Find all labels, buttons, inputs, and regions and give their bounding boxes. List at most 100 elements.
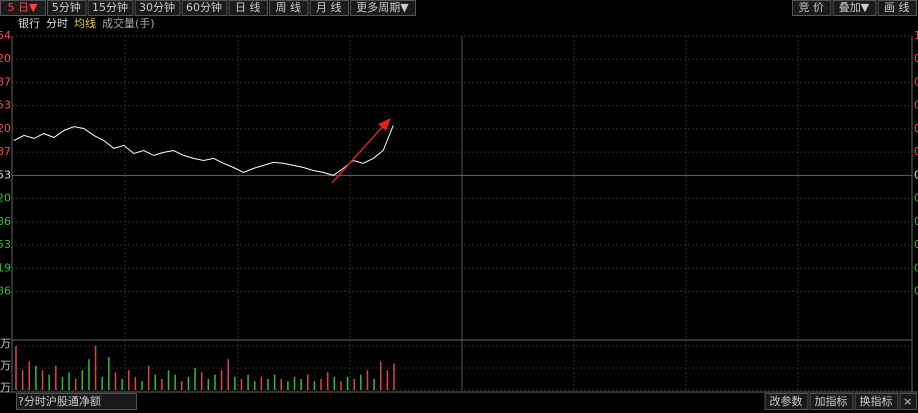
- y2-tick-label: 1: [914, 29, 918, 42]
- volume-bar: [267, 378, 269, 390]
- toolbar-button-label: 画 线: [884, 0, 910, 14]
- toolbar-button[interactable]: [134, 0, 181, 16]
- volume-bar: [141, 381, 143, 390]
- volume-bar: [214, 374, 216, 390]
- volume-tick-label: 万: [0, 337, 11, 350]
- toolbar-button[interactable]: [832, 0, 877, 16]
- volume-bar: [379, 361, 382, 390]
- toolbar-button-label: 30分钟: [139, 0, 175, 14]
- volume-bar: [61, 376, 64, 390]
- footer-button[interactable]: [899, 393, 917, 410]
- y2-tick-label: 0: [914, 168, 918, 181]
- volume-bar: [393, 363, 395, 390]
- y2-tick-label: 0: [914, 145, 918, 158]
- volume-tick-label: 万: [0, 381, 11, 394]
- volume-bar: [227, 359, 229, 390]
- volume-bar: [21, 370, 24, 390]
- volume-bar: [386, 370, 389, 390]
- volume-bar: [273, 374, 276, 390]
- toolbar-button[interactable]: [269, 0, 309, 16]
- volume-bar: [94, 345, 97, 390]
- y2-tick-label: 0: [914, 215, 918, 228]
- volume-bar: [220, 370, 223, 390]
- volume-bar: [326, 372, 329, 390]
- y-tick-label: 87: [0, 75, 11, 88]
- toolbar-button-label: 5 日▼: [8, 1, 38, 14]
- volume-bar: [200, 372, 203, 390]
- volume-bar: [48, 374, 50, 390]
- y-tick-label: 87: [0, 145, 11, 158]
- toolbar-button[interactable]: [87, 0, 134, 16]
- volume-bar: [207, 378, 210, 390]
- toolbar-button[interactable]: [309, 0, 349, 16]
- volume-bar: [88, 359, 90, 390]
- footer-button[interactable]: [809, 393, 854, 410]
- volume-bar: [187, 376, 190, 390]
- toolbar-button[interactable]: [0, 0, 46, 16]
- y-tick-label: 53: [0, 238, 11, 251]
- toolbar-button-label: 5分钟: [52, 0, 81, 14]
- footer-button[interactable]: [764, 393, 809, 410]
- annotation-arrow: [331, 118, 391, 184]
- volume-bar: [333, 376, 336, 390]
- volume-bar: [121, 378, 123, 390]
- y-tick-label: 20: [0, 52, 11, 65]
- volume-bar: [108, 356, 110, 390]
- toolbar-button[interactable]: [792, 0, 832, 16]
- y2-tick-label: 0: [914, 285, 918, 298]
- volume-bar: [280, 378, 283, 390]
- y-tick-label: 86: [0, 285, 11, 298]
- volume-bar: [114, 372, 117, 390]
- volume-bar: [81, 370, 84, 390]
- volume-bar: [353, 378, 355, 390]
- volume-bar: [167, 370, 170, 390]
- volume-bar: [147, 365, 150, 390]
- volume-bar: [346, 376, 349, 390]
- toolbar-button-label: 60分钟: [186, 0, 222, 14]
- legend-item[interactable]: 银行: [18, 16, 40, 30]
- volume-bar: [247, 374, 249, 390]
- toolbar-button[interactable]: [181, 0, 228, 16]
- y-tick-label: 20: [0, 192, 11, 205]
- y-tick-label: 86: [0, 215, 11, 228]
- volume-bar: [134, 376, 137, 390]
- y2-tick-label: 0: [914, 52, 918, 65]
- volume-bar: [55, 365, 57, 390]
- footer-box: [16, 393, 137, 410]
- vertical-grid: [124, 36, 799, 390]
- volume-bar: [253, 381, 256, 390]
- toolbar-button[interactable]: [350, 0, 416, 16]
- volume-bar: [101, 376, 103, 390]
- legend-item[interactable]: 分时: [46, 17, 68, 30]
- footer-button-label: 改参数: [770, 394, 803, 408]
- price-line: [13, 125, 394, 176]
- volume-bar: [194, 367, 196, 390]
- toolbar-button-label: 竞 价: [799, 0, 825, 14]
- volume-bar: [307, 374, 309, 390]
- legend-item[interactable]: 均线: [74, 16, 96, 30]
- volume-bar: [313, 381, 316, 390]
- toolbar-button[interactable]: [228, 0, 268, 16]
- volume-bar: [41, 370, 44, 390]
- y2-tick-label: 0: [914, 99, 918, 112]
- legend-item: 成交量(手): [102, 16, 155, 30]
- volume-bar: [174, 374, 176, 390]
- toolbar-button-label: 月 线: [316, 0, 342, 14]
- footer-button[interactable]: [854, 393, 899, 410]
- y-tick-label: 19: [0, 261, 11, 274]
- toolbar-button-label: 更多周期▼: [356, 0, 409, 14]
- footer-label: ?分时沪股通净额: [18, 394, 101, 408]
- toolbar-button[interactable]: [877, 0, 917, 16]
- toolbar-button[interactable]: [47, 0, 87, 16]
- volume-bar: [15, 345, 17, 390]
- volume-bar: [28, 361, 31, 390]
- volume-bar: [373, 378, 375, 390]
- footer-button-label: 换指标: [860, 394, 893, 408]
- volume-bar: [154, 374, 157, 390]
- volume-tick-label: 万: [0, 359, 11, 372]
- y2-tick-label: 0: [914, 122, 918, 135]
- volume-bar: [68, 372, 70, 390]
